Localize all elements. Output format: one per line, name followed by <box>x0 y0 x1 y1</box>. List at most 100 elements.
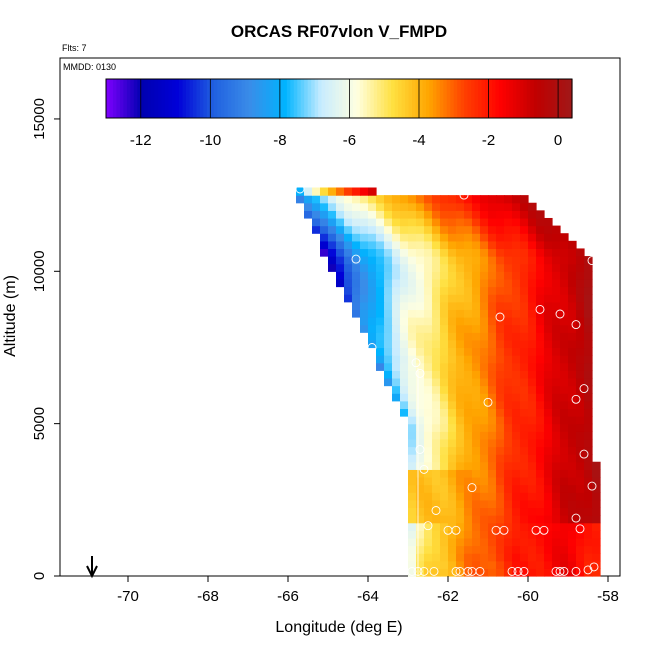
heatmap-cell <box>584 271 593 280</box>
heatmap-cell <box>496 454 505 463</box>
heatmap-cell <box>536 393 545 402</box>
heatmap-cell <box>432 233 441 242</box>
heatmap-cell <box>568 423 577 432</box>
heatmap-cell <box>584 545 593 554</box>
heatmap-cell <box>488 522 497 531</box>
heatmap-cell <box>448 499 457 509</box>
colorbar-segment <box>304 79 309 118</box>
heatmap-cell <box>544 263 553 272</box>
heatmap-cell <box>488 461 497 470</box>
heatmap-cell <box>504 195 513 204</box>
observation-point <box>571 566 581 576</box>
heatmap-cell <box>496 355 505 364</box>
heatmap-cell <box>424 248 433 257</box>
heatmap-cell <box>512 317 521 326</box>
heatmap-cell <box>344 278 353 288</box>
heatmap-cell <box>448 362 457 371</box>
heatmap-cell <box>504 370 513 379</box>
heatmap-cell <box>456 438 465 448</box>
heatmap-cell <box>512 362 521 371</box>
heatmap-cell <box>344 240 353 250</box>
heatmap-cell <box>440 423 449 432</box>
heatmap-cell <box>584 438 593 448</box>
colorbar-segment <box>252 79 257 118</box>
heatmap-cell <box>336 278 345 288</box>
heatmap-cell <box>448 370 457 379</box>
heatmap-cell <box>464 400 473 410</box>
heatmap-cell <box>496 522 505 531</box>
heatmap-cell <box>504 446 513 455</box>
heatmap-cell <box>360 248 369 257</box>
heatmap-cell <box>488 339 497 349</box>
heatmap-cell <box>424 256 433 265</box>
heatmap-cell <box>416 332 425 341</box>
heatmap-cell <box>384 248 393 257</box>
heatmap-cell <box>552 294 561 303</box>
observation-point <box>587 481 597 491</box>
heatmap-cell <box>440 309 449 318</box>
heatmap-cell <box>368 271 377 280</box>
heatmap-cell <box>440 545 449 554</box>
colorbar-segment <box>422 79 427 118</box>
heatmap-cell <box>576 492 585 501</box>
heatmap-cell <box>464 225 473 234</box>
heatmap-cell <box>496 248 505 257</box>
heatmap-cell <box>528 416 537 425</box>
heatmap-cell <box>480 469 489 478</box>
heatmap-cell <box>544 515 553 524</box>
heatmap-cell <box>528 515 537 524</box>
heatmap-cell <box>488 347 497 356</box>
heatmap-cell <box>504 545 513 554</box>
heatmap-cell <box>464 278 473 288</box>
colorbar-tick-label: -6 <box>343 132 356 149</box>
heatmap-cell <box>480 339 489 349</box>
heatmap-cell <box>544 271 553 280</box>
heatmap-cell <box>536 553 545 562</box>
heatmap-cell <box>360 294 369 303</box>
heatmap-cell <box>432 461 441 470</box>
heatmap-cell <box>472 560 481 569</box>
heatmap-cell <box>520 484 529 493</box>
heatmap-cell <box>424 240 433 250</box>
heatmap-cell <box>520 385 529 394</box>
heatmap-cell <box>568 454 577 463</box>
heatmap-cell <box>440 461 449 470</box>
heatmap-cell <box>552 530 561 539</box>
heatmap-cell <box>488 217 497 227</box>
heatmap-cell <box>552 416 561 425</box>
heatmap-cell <box>440 377 449 387</box>
colorbar-segment <box>272 79 278 118</box>
x-tick-label: -70 <box>117 588 139 605</box>
heatmap-cell <box>360 202 369 211</box>
heatmap-cell <box>328 202 337 211</box>
heatmap-cell <box>488 537 497 547</box>
heatmap-cell <box>464 522 473 531</box>
heatmap-cell <box>528 431 537 440</box>
colorbar-segment <box>481 79 486 118</box>
heatmap-cell <box>544 233 553 242</box>
heatmap-cell <box>528 248 537 257</box>
heatmap-cell <box>560 553 569 562</box>
heatmap-cell <box>448 210 457 219</box>
heatmap-cell <box>512 446 521 455</box>
heatmap-cell <box>520 515 529 524</box>
chart-title: ORCAS RF07vlon V_FMPD <box>231 22 447 41</box>
heatmap-cell <box>520 560 529 569</box>
colorbar-segment <box>192 79 198 118</box>
heatmap-cell <box>456 362 465 371</box>
heatmap-cell <box>320 233 329 242</box>
colorbar-segment <box>342 79 347 118</box>
heatmap-cell <box>440 324 449 333</box>
heatmap-cell <box>320 202 329 211</box>
heatmap-cell <box>424 362 433 371</box>
heatmap-cell <box>456 545 465 554</box>
heatmap-cell <box>432 454 441 463</box>
heatmap-cell <box>528 233 537 242</box>
heatmap-cell <box>496 461 505 470</box>
heatmap-cell <box>448 385 457 394</box>
observation-point <box>571 320 581 330</box>
heatmap-cell <box>560 347 569 356</box>
colorbar-segment <box>144 79 149 118</box>
observation-point <box>415 368 425 378</box>
colorbar-segment <box>460 79 465 118</box>
